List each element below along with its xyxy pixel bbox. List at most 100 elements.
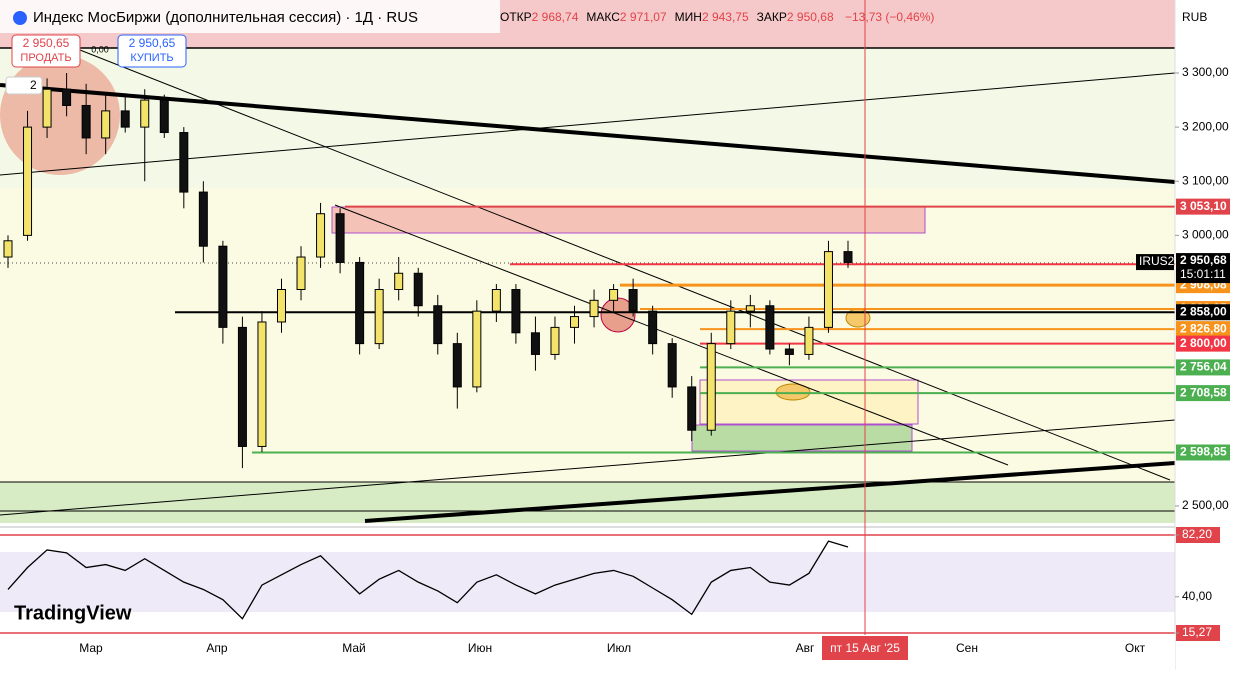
rsi-tick-label: 40,00: [1182, 589, 1212, 603]
level-tag: [1176, 385, 1230, 402]
zone-rect: [331, 206, 926, 234]
time-label: Сен: [956, 641, 978, 655]
candle-body: [120, 110, 130, 128]
price-tick-label: 3 300,00: [1182, 65, 1229, 79]
candle-body: [257, 321, 267, 447]
trend-line: [334, 204, 1009, 466]
level-tag: [1176, 335, 1230, 352]
candle-body: [3, 240, 13, 258]
header-bg: [0, 0, 500, 33]
candle-body: [648, 310, 658, 345]
time-label: Авг: [796, 641, 815, 655]
trend-line: [364, 461, 1176, 523]
candle-body: [218, 245, 228, 328]
candle-body: [276, 289, 286, 323]
ohlc-value: 2 950,68: [787, 10, 834, 24]
indicator-count[interactable]: 2: [30, 78, 37, 92]
spread: 0,00: [91, 44, 109, 54]
candle-body: [42, 88, 52, 128]
candle-body: [159, 99, 169, 134]
candle-body: [23, 126, 33, 236]
candle-body: [687, 386, 697, 431]
candle-body: [433, 305, 443, 345]
candle-body: [179, 132, 189, 193]
candle-body: [355, 261, 365, 345]
candle-body: [81, 104, 91, 139]
ohlc: ОТКР2 968,74 МАКС2 971,07 МИН2 943,75 ЗАКР2…: [500, 10, 834, 24]
level-tag: [1176, 359, 1230, 376]
candle-body: [413, 272, 423, 307]
candle-body: [609, 289, 619, 301]
candle-body: [394, 272, 404, 291]
time-label: Апр: [206, 641, 228, 655]
rsi-line: [7, 540, 849, 620]
candle-body: [745, 305, 755, 312]
level-tag: [1176, 321, 1230, 338]
level-tag: [1176, 198, 1230, 215]
cursor-date: пт 15 Авг '25: [830, 641, 900, 655]
zone-rect: [691, 424, 913, 452]
trend-line: [0, 72, 1176, 176]
candle-body: [491, 289, 501, 312]
trend-line: [0, 83, 1176, 184]
candle-body: [667, 343, 677, 388]
price-tick-label: 3 000,00: [1182, 228, 1229, 242]
candle-body: [237, 326, 247, 447]
level-label: 2 826,80: [1180, 321, 1227, 335]
time-label: Мар: [79, 641, 103, 655]
ohlc-name: ОТКР: [500, 10, 532, 24]
sell-label[interactable]: ПРОДАТЬ: [20, 52, 71, 64]
rsi-band: [0, 552, 1175, 612]
currency[interactable]: RUB: [1182, 10, 1207, 24]
buy-button[interactable]: [117, 34, 187, 68]
candle-body: [511, 289, 521, 334]
level-label: 2 708,58: [1180, 385, 1227, 399]
symbol-tag: [1136, 254, 1174, 271]
candle-body: [570, 316, 580, 328]
level-tag: [1176, 444, 1230, 461]
candle-body: [530, 332, 540, 355]
price-tick-label: 3 200,00: [1182, 119, 1229, 133]
ohlc-name: МАКС: [586, 10, 620, 24]
candle-body: [62, 88, 72, 106]
candle-body: [296, 256, 306, 290]
candle-body: [316, 213, 326, 258]
candle-body: [335, 213, 345, 263]
candle-body: [550, 326, 560, 355]
logo: TradingView: [14, 602, 132, 624]
price-tick-label: 2 500,00: [1182, 498, 1229, 512]
time-label: Май: [342, 641, 366, 655]
candle-body: [101, 110, 111, 139]
time-axis: [0, 636, 1175, 670]
level-label: 3 053,10: [1180, 199, 1227, 213]
level-label: 2 800,00: [1180, 336, 1227, 350]
candle-body: [198, 191, 208, 247]
ohlc-value: 2 943,75: [702, 10, 749, 24]
indicators-toggle[interactable]: [5, 76, 43, 95]
candle-body: [589, 299, 599, 318]
candle-body: [374, 289, 384, 345]
trend-line: [0, 419, 1176, 516]
rsi-tag: [1176, 527, 1220, 543]
candle-body: [628, 289, 638, 312]
price-tick-label: 3 100,00: [1182, 173, 1229, 187]
time-label: Июл: [607, 641, 631, 655]
buy-price[interactable]: 2 950,65: [129, 36, 176, 50]
last-price: 2 950,68: [1180, 253, 1227, 267]
sell-button[interactable]: [11, 34, 81, 68]
level-tag: [1176, 304, 1230, 321]
candle-body: [823, 251, 833, 328]
symbol-title[interactable]: Индекс МосБиржи (дополнительная сессия) …: [33, 9, 418, 26]
rsi-tag: [1176, 625, 1220, 641]
timer: 15:01:11: [1180, 267, 1226, 281]
cursor-date-bg: [822, 636, 908, 660]
ohlc-value: 2 971,07: [620, 10, 667, 24]
candle-body: [472, 310, 482, 388]
buy-label[interactable]: КУПИТЬ: [130, 52, 173, 64]
ohlc-name: ЗАКР: [757, 10, 787, 24]
candle-body: [784, 348, 794, 355]
candle-body: [765, 305, 775, 350]
change: −13,73 (−0,46%): [845, 10, 934, 24]
sell-price[interactable]: 2 950,65: [23, 36, 70, 50]
